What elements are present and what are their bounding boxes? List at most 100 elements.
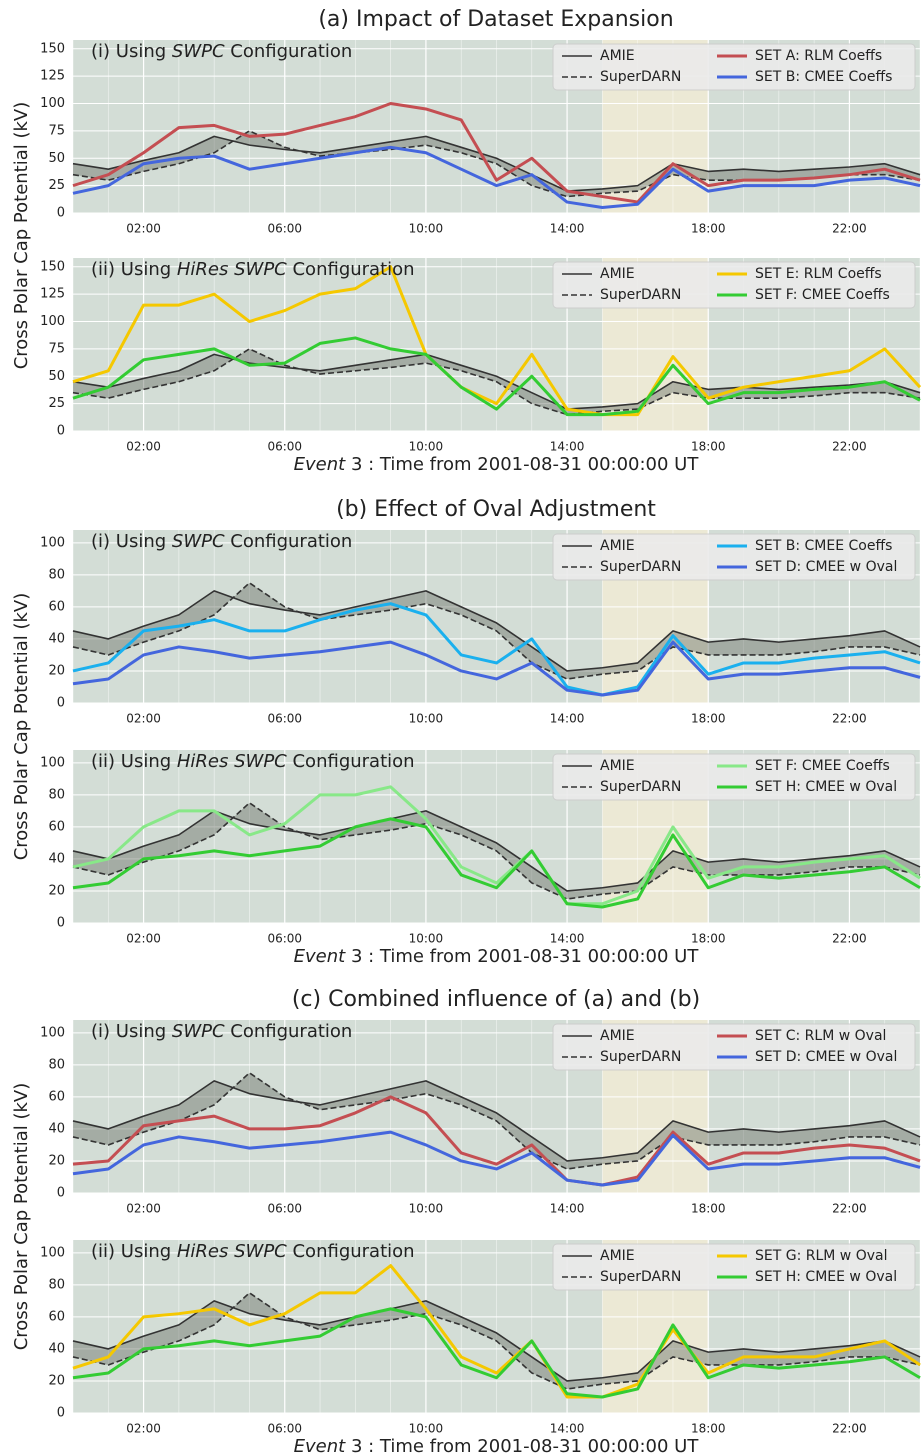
legend-label: AMIE [600,48,635,64]
x-tick-label: 14:00 [550,222,585,236]
y-tick-label: 25 [48,396,65,411]
y-tick-label: 125 [40,69,65,84]
section-title: (a) Impact of Dataset Expansion [318,7,673,32]
panel-annotation-part: SWPC [172,41,225,62]
panel-annotation: (ii) Using HiRes SWPC Configuration [91,751,415,772]
panel-annotation-part: Configuration [287,751,415,772]
x-axis-label-part: 3 : Time from 2001-08-31 00:00:00 UT [345,946,699,967]
panel-annotation-part: (i) Using [91,1021,172,1042]
x-axis-label: Event 3 : Time from 2001-08-31 00:00:00 … [294,946,700,967]
panel-annotation-part: Configuration [287,259,415,280]
legend-label: SET F: CMEE Coeffs [755,287,890,303]
x-tick-label: 10:00 [409,932,444,946]
x-tick-label: 06:00 [267,222,302,236]
y-axis-label: Cross Polar Cap Potential (kV) [11,593,32,861]
y-tick-label: 40 [48,1341,65,1356]
panel-annotation-part: SWPC [172,1021,225,1042]
x-axis-label-part: Event [294,454,347,475]
legend-label: SET E: RLM Coeffs [755,266,882,282]
series-line [72,1080,921,1162]
legend-label: SET H: CMEE w Oval [755,1269,897,1285]
y-tick-label: 100 [40,1025,65,1040]
series-line [72,582,921,680]
legend-label: SET H: CMEE w Oval [755,779,897,795]
legend-label: SET G: RLM w Oval [755,1248,887,1264]
x-tick-label: 02:00 [126,1422,161,1436]
y-tick-label: 150 [40,259,65,274]
y-tick-label: 20 [48,1153,65,1168]
x-tick-label: 10:00 [409,440,444,454]
legend-label: SuperDARN [600,287,681,303]
panel-annotation-part: (ii) Using [91,751,177,772]
y-tick-label: 80 [48,567,65,582]
legend-box [552,753,916,801]
panel-annotation: (i) Using SWPC Configuration [91,1021,352,1042]
x-tick-label: 02:00 [126,712,161,726]
x-tick-label: 18:00 [691,712,726,726]
y-tick-label: 60 [48,1309,65,1324]
y-tick-label: 0 [57,916,65,931]
panel-annotation-part: (ii) Using [91,1241,177,1262]
series-line [72,785,921,906]
x-tick-label: 18:00 [691,932,726,946]
y-tick-label: 40 [48,1121,65,1136]
series-line [72,1095,921,1187]
x-tick-label: 14:00 [550,1422,585,1436]
y-tick-label: 75 [48,341,65,356]
legend-box [552,261,916,309]
legend-label: AMIE [600,758,635,774]
y-tick-label: 40 [48,631,65,646]
y-tick-label: 20 [48,663,65,678]
series-line [72,145,921,210]
legend-label: SET D: CMEE w Oval [755,559,897,575]
panel-annotation-part: Configuration [287,1241,415,1262]
y-tick-label: 100 [40,96,65,111]
x-tick-label: 10:00 [409,1422,444,1436]
panel-annotation-part: HiRes SWPC [177,1241,287,1262]
x-tick-label: 22:00 [832,712,867,726]
y-tick-label: 100 [40,314,65,329]
x-tick-label: 18:00 [691,1422,726,1436]
panel-annotation-part: SWPC [172,531,225,552]
x-tick-label: 22:00 [832,1202,867,1216]
legend-label: SuperDARN [600,69,681,85]
series-line [72,102,921,204]
panel-annotation-part: Configuration [225,1021,353,1042]
y-tick-label: 80 [48,787,65,802]
panel-annotation-part: HiRes SWPC [177,259,287,280]
legend-label: SET C: RLM w Oval [755,1028,886,1044]
y-axis-label: Cross Polar Cap Potential (kV) [11,1083,32,1351]
panel-annotation: (i) Using SWPC Configuration [91,41,352,62]
x-tick-label: 02:00 [126,932,161,946]
y-tick-label: 60 [48,819,65,834]
legend-label: AMIE [600,266,635,282]
y-tick-label: 0 [57,206,65,221]
x-tick-label: 06:00 [267,1422,302,1436]
legend-label: AMIE [600,1248,635,1264]
x-tick-label: 14:00 [550,1202,585,1216]
x-tick-label: 18:00 [691,440,726,454]
series-line [72,1264,921,1399]
y-axis-label: Cross Polar Cap Potential (kV) [11,102,32,370]
panel-annotation-part: Configuration [225,531,353,552]
series-line [72,590,921,672]
series-line [72,1072,921,1170]
series-line [72,348,921,416]
series-line [72,353,921,410]
x-tick-label: 02:00 [126,1202,161,1216]
y-tick-label: 50 [48,151,65,166]
legend-label: SET B: CMEE Coeffs [755,69,892,85]
x-axis-label: Event 3 : Time from 2001-08-31 00:00:00 … [294,1436,700,1454]
x-tick-label: 22:00 [832,1422,867,1436]
y-tick-label: 60 [48,1089,65,1104]
y-tick-label: 125 [40,287,65,302]
panel-annotation-part: (ii) Using [91,259,177,280]
panel-annotation-part: Configuration [225,41,353,62]
panel-annotation-part: HiRes SWPC [177,751,287,772]
y-tick-label: 100 [40,755,65,770]
x-tick-label: 14:00 [550,932,585,946]
y-tick-label: 50 [48,369,65,384]
x-tick-label: 06:00 [267,1202,302,1216]
legend-label: SET D: CMEE w Oval [755,1049,897,1065]
legend-label: SuperDARN [600,1269,681,1285]
